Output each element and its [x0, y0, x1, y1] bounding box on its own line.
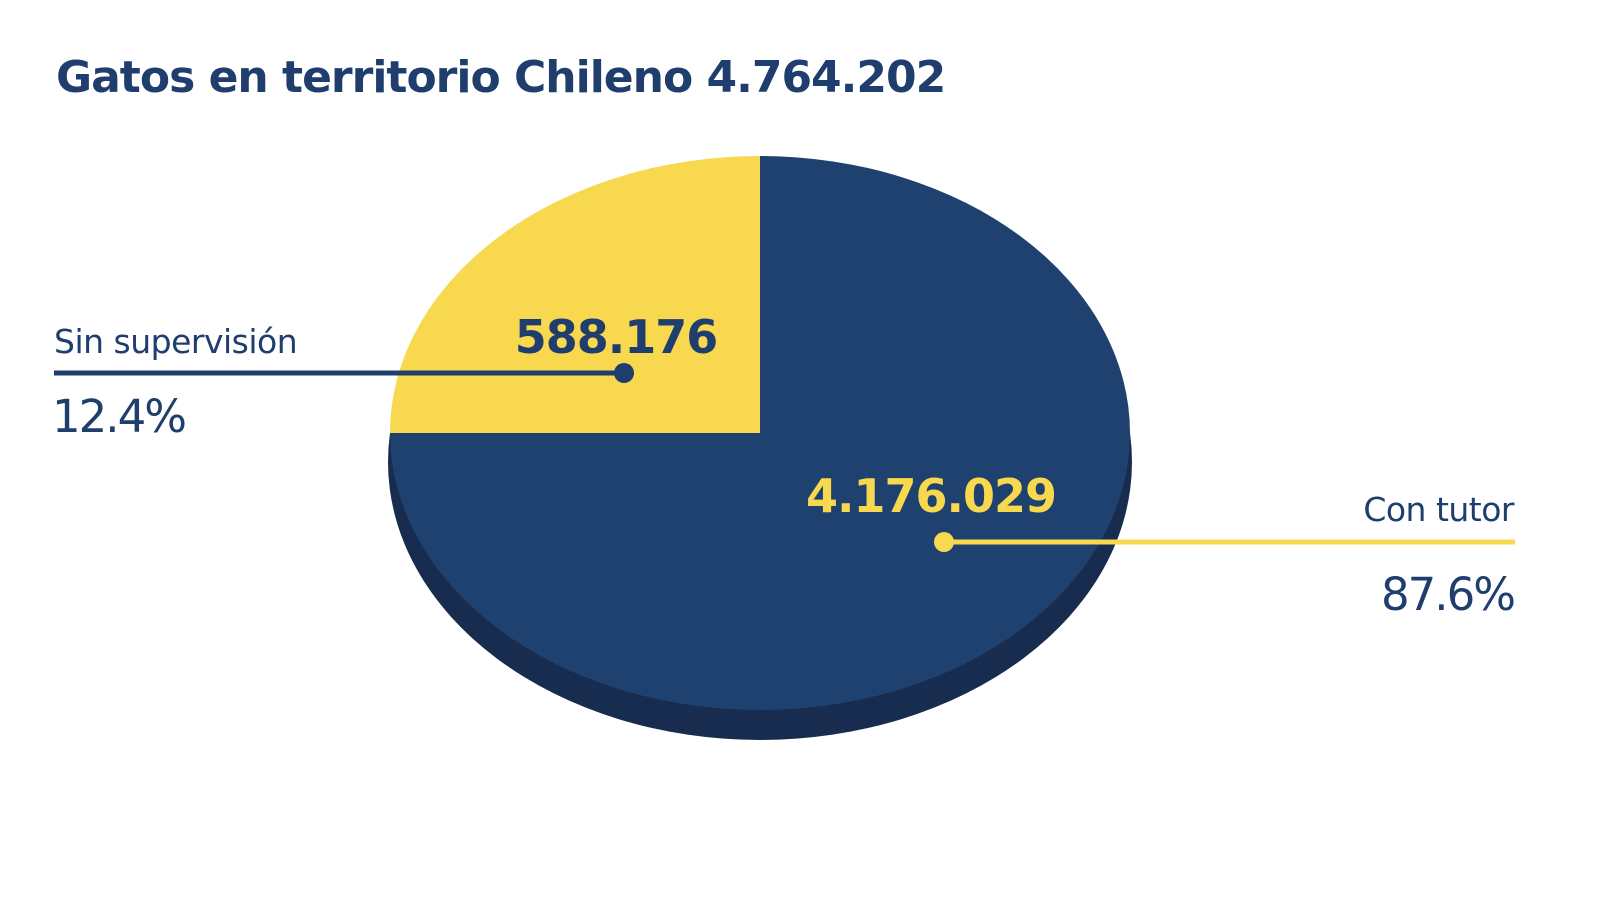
- callout-dot-con-tutor: [934, 532, 954, 552]
- category-label-con-tutor: Con tutor: [1363, 490, 1515, 529]
- percent-label-con-tutor: 87.6%: [1381, 568, 1514, 621]
- slice-value-label-sin-supervision: 588.176: [515, 310, 718, 364]
- pie-slice-sin-supervision: [390, 156, 760, 433]
- callout-dot-sin-supervision: [614, 363, 634, 383]
- category-label-sin-supervision: Sin supervisión: [54, 322, 297, 361]
- slice-value-label-con-tutor: 4.176.029: [806, 469, 1056, 523]
- chart-title: Gatos en territorio Chileno 4.764.202: [56, 52, 946, 103]
- percent-label-sin-supervision: 12.4%: [52, 390, 185, 443]
